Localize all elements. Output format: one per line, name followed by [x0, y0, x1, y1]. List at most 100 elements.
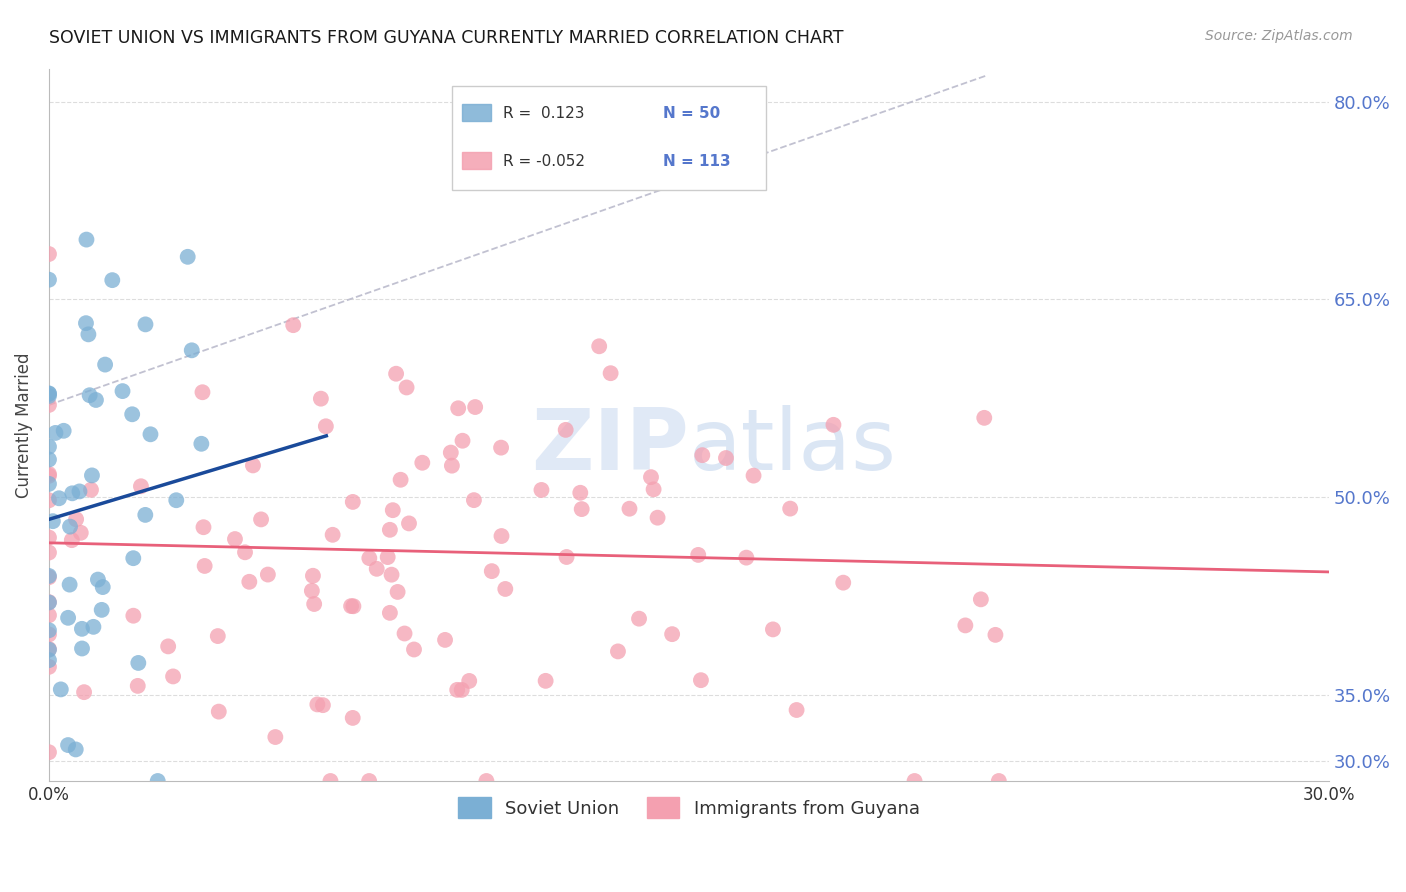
- Point: [42, 514, 65, 528]
- Point: [832, 575, 855, 590]
- Point: [38, 440, 60, 454]
- Point: [207, 629, 229, 643]
- Point: [283, 318, 305, 333]
- Point: [302, 597, 325, 611]
- Point: [134, 318, 156, 332]
- Point: [38, 531, 60, 545]
- Point: [80, 468, 103, 483]
- Point: [534, 673, 557, 688]
- Text: ZIP: ZIP: [531, 405, 689, 488]
- Text: R =  0.123: R = 0.123: [503, 106, 585, 121]
- Point: [127, 679, 149, 693]
- Point: [530, 483, 553, 497]
- Point: [38, 398, 60, 412]
- Point: [446, 682, 468, 697]
- Point: [224, 532, 246, 546]
- Point: [38, 273, 60, 287]
- Point: [59, 519, 82, 533]
- Point: [377, 550, 399, 565]
- Point: [73, 685, 96, 699]
- Point: [302, 568, 325, 582]
- Point: [75, 233, 97, 247]
- Point: [569, 485, 592, 500]
- Point: [38, 386, 60, 401]
- FancyBboxPatch shape: [453, 87, 766, 190]
- Point: [59, 577, 82, 591]
- Point: [475, 774, 498, 789]
- Point: [65, 512, 87, 526]
- Legend: Soviet Union, Immigrants from Guyana: Soviet Union, Immigrants from Guyana: [451, 790, 927, 825]
- Point: [69, 484, 91, 499]
- Point: [463, 493, 485, 508]
- Point: [191, 385, 214, 400]
- Point: [762, 623, 785, 637]
- Point: [301, 583, 323, 598]
- Point: [38, 386, 60, 401]
- Point: [359, 551, 381, 566]
- Point: [458, 673, 481, 688]
- Point: [398, 516, 420, 531]
- Point: [315, 419, 337, 434]
- Text: Source: ZipAtlas.com: Source: ZipAtlas.com: [1205, 29, 1353, 43]
- Point: [340, 599, 363, 613]
- Point: [555, 549, 578, 564]
- Point: [233, 545, 256, 559]
- Point: [38, 624, 60, 638]
- Point: [955, 618, 977, 632]
- Point: [38, 627, 60, 641]
- Point: [44, 425, 66, 440]
- Point: [79, 388, 101, 402]
- Point: [193, 520, 215, 534]
- Point: [380, 567, 402, 582]
- Point: [38, 653, 60, 667]
- Point: [56, 738, 79, 752]
- Point: [257, 567, 280, 582]
- Point: [312, 698, 335, 713]
- Point: [402, 642, 425, 657]
- Point: [84, 392, 107, 407]
- Point: [903, 774, 925, 789]
- Point: [779, 501, 801, 516]
- Point: [52, 424, 75, 438]
- Point: [628, 612, 651, 626]
- Point: [91, 580, 114, 594]
- Point: [599, 366, 621, 380]
- Point: [385, 367, 408, 381]
- Point: [180, 343, 202, 358]
- Point: [129, 479, 152, 493]
- Point: [94, 358, 117, 372]
- Point: [309, 392, 332, 406]
- Point: [494, 582, 516, 596]
- Point: [619, 501, 641, 516]
- Point: [319, 774, 342, 789]
- Point: [38, 569, 60, 583]
- Point: [48, 491, 70, 506]
- Point: [146, 774, 169, 789]
- Text: R = -0.052: R = -0.052: [503, 153, 585, 169]
- Point: [38, 476, 60, 491]
- Text: atlas: atlas: [689, 405, 897, 488]
- Point: [381, 503, 404, 517]
- Bar: [463, 152, 491, 169]
- Point: [38, 642, 60, 657]
- Point: [970, 592, 993, 607]
- Point: [90, 603, 112, 617]
- Point: [38, 468, 60, 483]
- Point: [38, 642, 60, 657]
- Point: [735, 550, 758, 565]
- Point: [378, 523, 401, 537]
- Point: [38, 389, 60, 403]
- Point: [121, 407, 143, 421]
- Point: [481, 564, 503, 578]
- Point: [489, 441, 512, 455]
- Point: [38, 467, 60, 481]
- Point: [692, 448, 714, 462]
- Point: [411, 456, 433, 470]
- Point: [60, 533, 83, 548]
- Point: [823, 417, 845, 432]
- Point: [122, 608, 145, 623]
- Point: [60, 486, 83, 500]
- Point: [70, 622, 93, 636]
- Point: [242, 458, 264, 473]
- Point: [38, 660, 60, 674]
